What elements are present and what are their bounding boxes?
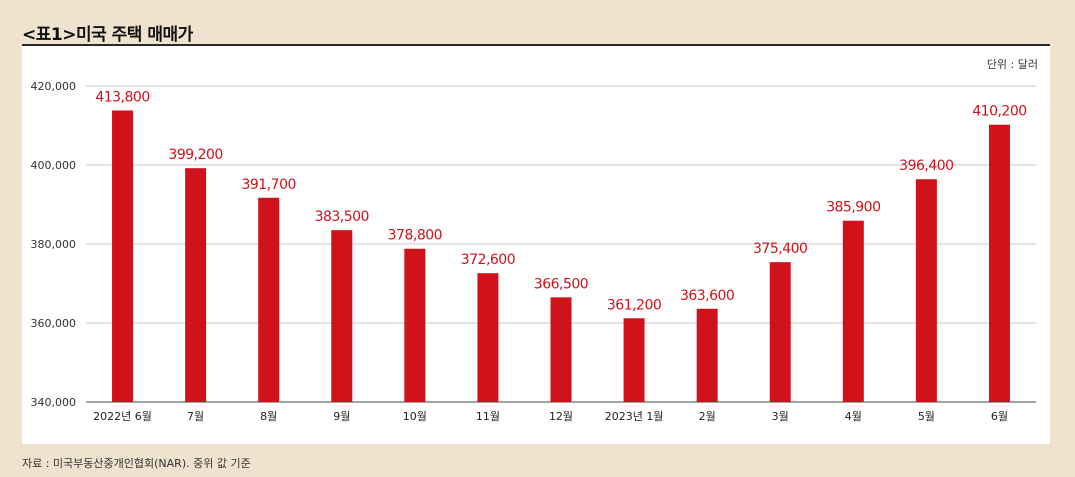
bar — [769, 262, 791, 402]
unit-note: 단위 : 달러 — [986, 58, 1038, 71]
x-tick-label: 5월 — [918, 410, 935, 423]
x-tick-label: 7월 — [187, 410, 204, 423]
x-tick-label: 11월 — [476, 410, 500, 423]
bar — [696, 308, 718, 402]
x-tick-label: 2월 — [699, 410, 716, 423]
y-tick-label: 380,000 — [31, 238, 77, 251]
chart-panel: 단위 : 달러 340,000 360,000 380,000 400,000 420,… — [22, 46, 1050, 444]
bar-value-label: 385,900 — [826, 200, 880, 216]
bar — [842, 220, 864, 402]
chart-title: <표1>미국 주택 매매가 — [22, 25, 193, 45]
x-tick-label: 10월 — [403, 410, 427, 423]
y-tick-label: 420,000 — [31, 80, 77, 93]
bar — [988, 124, 1010, 403]
x-tick-label: 2022년 6월 — [93, 410, 152, 423]
bar — [331, 230, 353, 402]
bar — [477, 273, 499, 402]
bar-value-label: 399,200 — [168, 147, 222, 163]
bar — [915, 179, 937, 402]
bar-value-label: 391,700 — [241, 177, 295, 193]
y-tick-label: 340,000 — [31, 396, 77, 409]
x-tick-label: 4월 — [845, 410, 862, 423]
x-tick-label: 12월 — [549, 410, 573, 423]
bar-value-label: 410,200 — [972, 104, 1026, 120]
bar-value-label: 396,400 — [899, 158, 953, 174]
bar — [112, 110, 134, 403]
bar-value-label: 366,500 — [534, 276, 588, 292]
x-tick-label: 6월 — [991, 410, 1008, 423]
bar — [623, 318, 645, 402]
x-tick-label: 8월 — [260, 410, 277, 423]
bar — [404, 248, 426, 402]
x-tick-label: 2023년 1월 — [605, 410, 664, 423]
y-tick-label: 400,000 — [31, 159, 77, 172]
bar-value-label: 375,400 — [753, 241, 807, 257]
bar-chart: 340,000 360,000 380,000 400,000 420,000 413,8… — [31, 80, 1036, 423]
bar — [185, 168, 207, 402]
bar-value-label: 363,600 — [680, 288, 734, 304]
x-tick-label: 3월 — [772, 410, 789, 423]
y-tick-label: 360,000 — [31, 317, 77, 330]
bar-value-label: 383,500 — [315, 209, 369, 225]
bar — [550, 297, 572, 402]
bar-value-label: 413,800 — [95, 89, 149, 105]
source-note: 자료 : 미국부동산중개인협회(NAR). 중위 값 기준 — [22, 457, 251, 470]
bar — [258, 197, 280, 402]
bar-value-label: 378,800 — [388, 228, 442, 244]
bar-value-label: 361,200 — [607, 297, 661, 313]
x-tick-label: 9월 — [333, 410, 350, 423]
bar-value-label: 372,600 — [461, 252, 515, 268]
title-divider — [22, 44, 1050, 46]
